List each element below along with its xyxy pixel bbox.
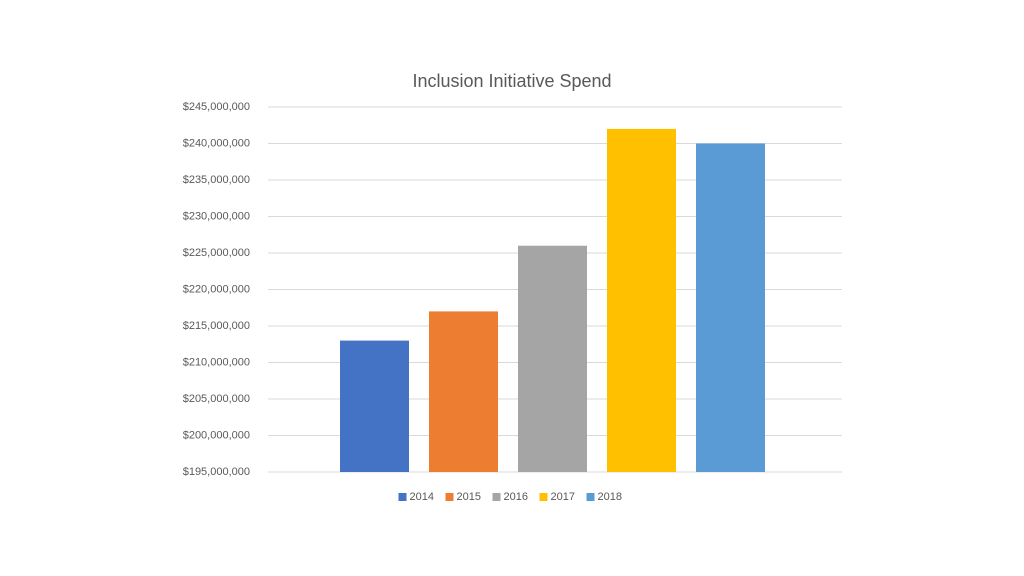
y-tick-label: $215,000,000 (183, 320, 250, 332)
legend-swatch (492, 493, 501, 501)
y-tick-label: $240,000,000 (183, 137, 250, 149)
legend-label: 2016 (504, 491, 528, 503)
y-tick-label: $245,000,000 (183, 101, 250, 113)
y-tick-label: $220,000,000 (183, 283, 250, 295)
chart-title: Inclusion Initiative Spend (412, 71, 611, 91)
bar (340, 340, 409, 472)
y-tick-label: $200,000,000 (183, 429, 250, 441)
y-tick-label: $195,000,000 (183, 466, 250, 478)
legend-label: 2017 (551, 491, 575, 503)
legend-swatch (586, 493, 595, 501)
legend-label: 2018 (598, 491, 622, 503)
y-tick-label: $205,000,000 (183, 393, 250, 405)
legend-swatch (445, 493, 454, 501)
y-tick-label: $235,000,000 (183, 174, 250, 186)
bar (518, 245, 587, 472)
bar (429, 311, 498, 472)
legend-swatch (398, 493, 407, 501)
legend-label: 2015 (457, 491, 481, 503)
legend-swatch (539, 493, 548, 501)
y-tick-label: $225,000,000 (183, 247, 250, 259)
y-tick-label: $230,000,000 (183, 210, 250, 222)
bar (696, 143, 765, 472)
bar (607, 128, 676, 472)
y-tick-label: $210,000,000 (183, 356, 250, 368)
legend-label: 2014 (410, 491, 434, 503)
